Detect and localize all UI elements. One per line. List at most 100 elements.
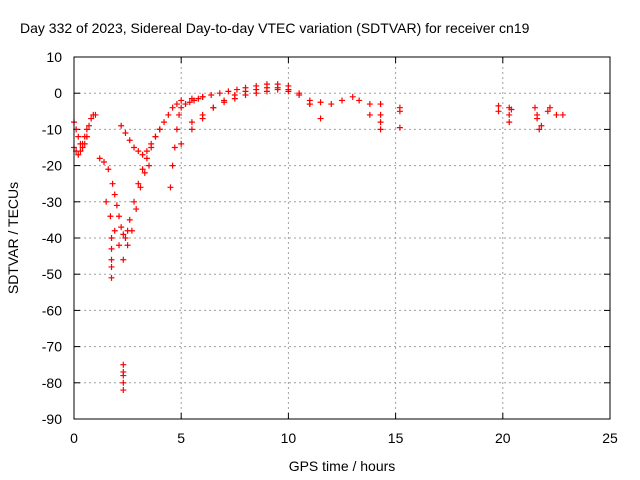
- data-point: [108, 263, 115, 270]
- data-point: [559, 111, 566, 118]
- data-point: [208, 92, 215, 99]
- plot-frame: [73, 56, 611, 420]
- data-point: [377, 126, 384, 133]
- series-drop-a: [108, 235, 115, 281]
- series-arc-a: [71, 111, 99, 151]
- series-arc-f: [167, 81, 324, 191]
- data-point: [120, 231, 127, 238]
- data-point: [339, 97, 345, 104]
- data-point: [199, 93, 206, 100]
- data-point: [216, 90, 223, 97]
- data-point: [124, 242, 131, 249]
- data-point: [133, 206, 140, 213]
- data-point: [377, 111, 384, 118]
- data-point: [317, 115, 324, 122]
- data-point: [113, 202, 120, 209]
- data-point: [169, 162, 176, 169]
- data-point: [188, 126, 195, 133]
- data-point: [108, 245, 115, 252]
- x-tick-label: 25: [602, 430, 618, 446]
- data-point: [296, 92, 303, 99]
- data-point: [263, 88, 270, 95]
- series-drop-b: [120, 361, 127, 394]
- data-point: [105, 166, 112, 173]
- data-point: [88, 115, 95, 122]
- data-point: [553, 111, 560, 118]
- grid: [74, 57, 610, 419]
- data-point: [396, 108, 403, 115]
- data-point: [92, 111, 99, 118]
- data-point: [161, 119, 168, 126]
- data-point: [544, 108, 551, 115]
- y-tick-label: -30: [42, 194, 62, 210]
- data-point: [126, 216, 133, 223]
- data-point: [534, 115, 541, 122]
- series-arc-e: [118, 122, 163, 158]
- data-point: [366, 101, 373, 108]
- data-point: [139, 151, 146, 158]
- data-point: [233, 86, 240, 93]
- data-point: [131, 198, 138, 205]
- y-tick-label: -90: [42, 411, 62, 427]
- data-point: [495, 102, 502, 109]
- data-point: [221, 99, 228, 106]
- series-arc-h: [188, 86, 292, 126]
- data-point: [253, 90, 260, 97]
- data-point: [101, 158, 108, 165]
- data-point: [107, 213, 114, 220]
- data-point: [178, 104, 185, 111]
- data-point: [86, 122, 93, 129]
- data-point: [366, 111, 373, 118]
- data-point: [108, 256, 115, 263]
- x-tick-label: 15: [388, 430, 404, 446]
- data-point: [285, 88, 292, 95]
- data-point: [178, 140, 185, 147]
- data-point: [156, 126, 163, 133]
- data-point: [108, 274, 115, 281]
- data-point: [152, 133, 159, 140]
- data-point: [120, 372, 127, 379]
- data-point: [188, 119, 195, 126]
- data-point: [111, 191, 118, 198]
- data-point: [199, 111, 206, 118]
- data-point: [396, 124, 403, 131]
- data-point: [225, 88, 232, 95]
- data-point: [546, 104, 553, 111]
- data-point: [131, 144, 138, 151]
- x-tick-label: 20: [495, 430, 511, 446]
- data-point: [103, 198, 110, 205]
- data-point: [176, 111, 183, 118]
- data-point: [108, 235, 115, 241]
- axis-ticks: 0 5 10 15 20 25 10 0 -10 -20 -30 -40 -50 -60 -70 -80 -90: [42, 49, 618, 446]
- data-point: [167, 184, 174, 191]
- y-tick-label: -50: [42, 266, 62, 282]
- data-point: [231, 95, 238, 102]
- data-point: [508, 106, 515, 113]
- data-point: [356, 97, 363, 104]
- y-tick-label: -80: [42, 375, 62, 391]
- data-point: [120, 256, 127, 263]
- y-tick-label: -20: [42, 158, 62, 174]
- data-point: [274, 86, 281, 93]
- data-point: [126, 137, 133, 144]
- series-arc-c: [96, 93, 206, 241]
- data-point: [195, 95, 202, 102]
- data-point: [306, 101, 313, 108]
- data-point: [146, 162, 153, 169]
- x-axis-label: GPS time / hours: [289, 458, 396, 474]
- data-point: [377, 101, 384, 108]
- data-point: [242, 92, 249, 99]
- data-point: [143, 155, 150, 162]
- x-tick-label: 5: [177, 430, 185, 446]
- data-point: [531, 104, 538, 111]
- data-points: [71, 81, 566, 394]
- data-point: [135, 148, 142, 155]
- data-point: [77, 148, 84, 155]
- data-point: [495, 108, 502, 115]
- y-tick-label: -10: [42, 121, 62, 137]
- data-point: [122, 235, 129, 241]
- data-point: [173, 101, 180, 108]
- data-point: [111, 227, 118, 234]
- y-tick-label: -40: [42, 230, 62, 246]
